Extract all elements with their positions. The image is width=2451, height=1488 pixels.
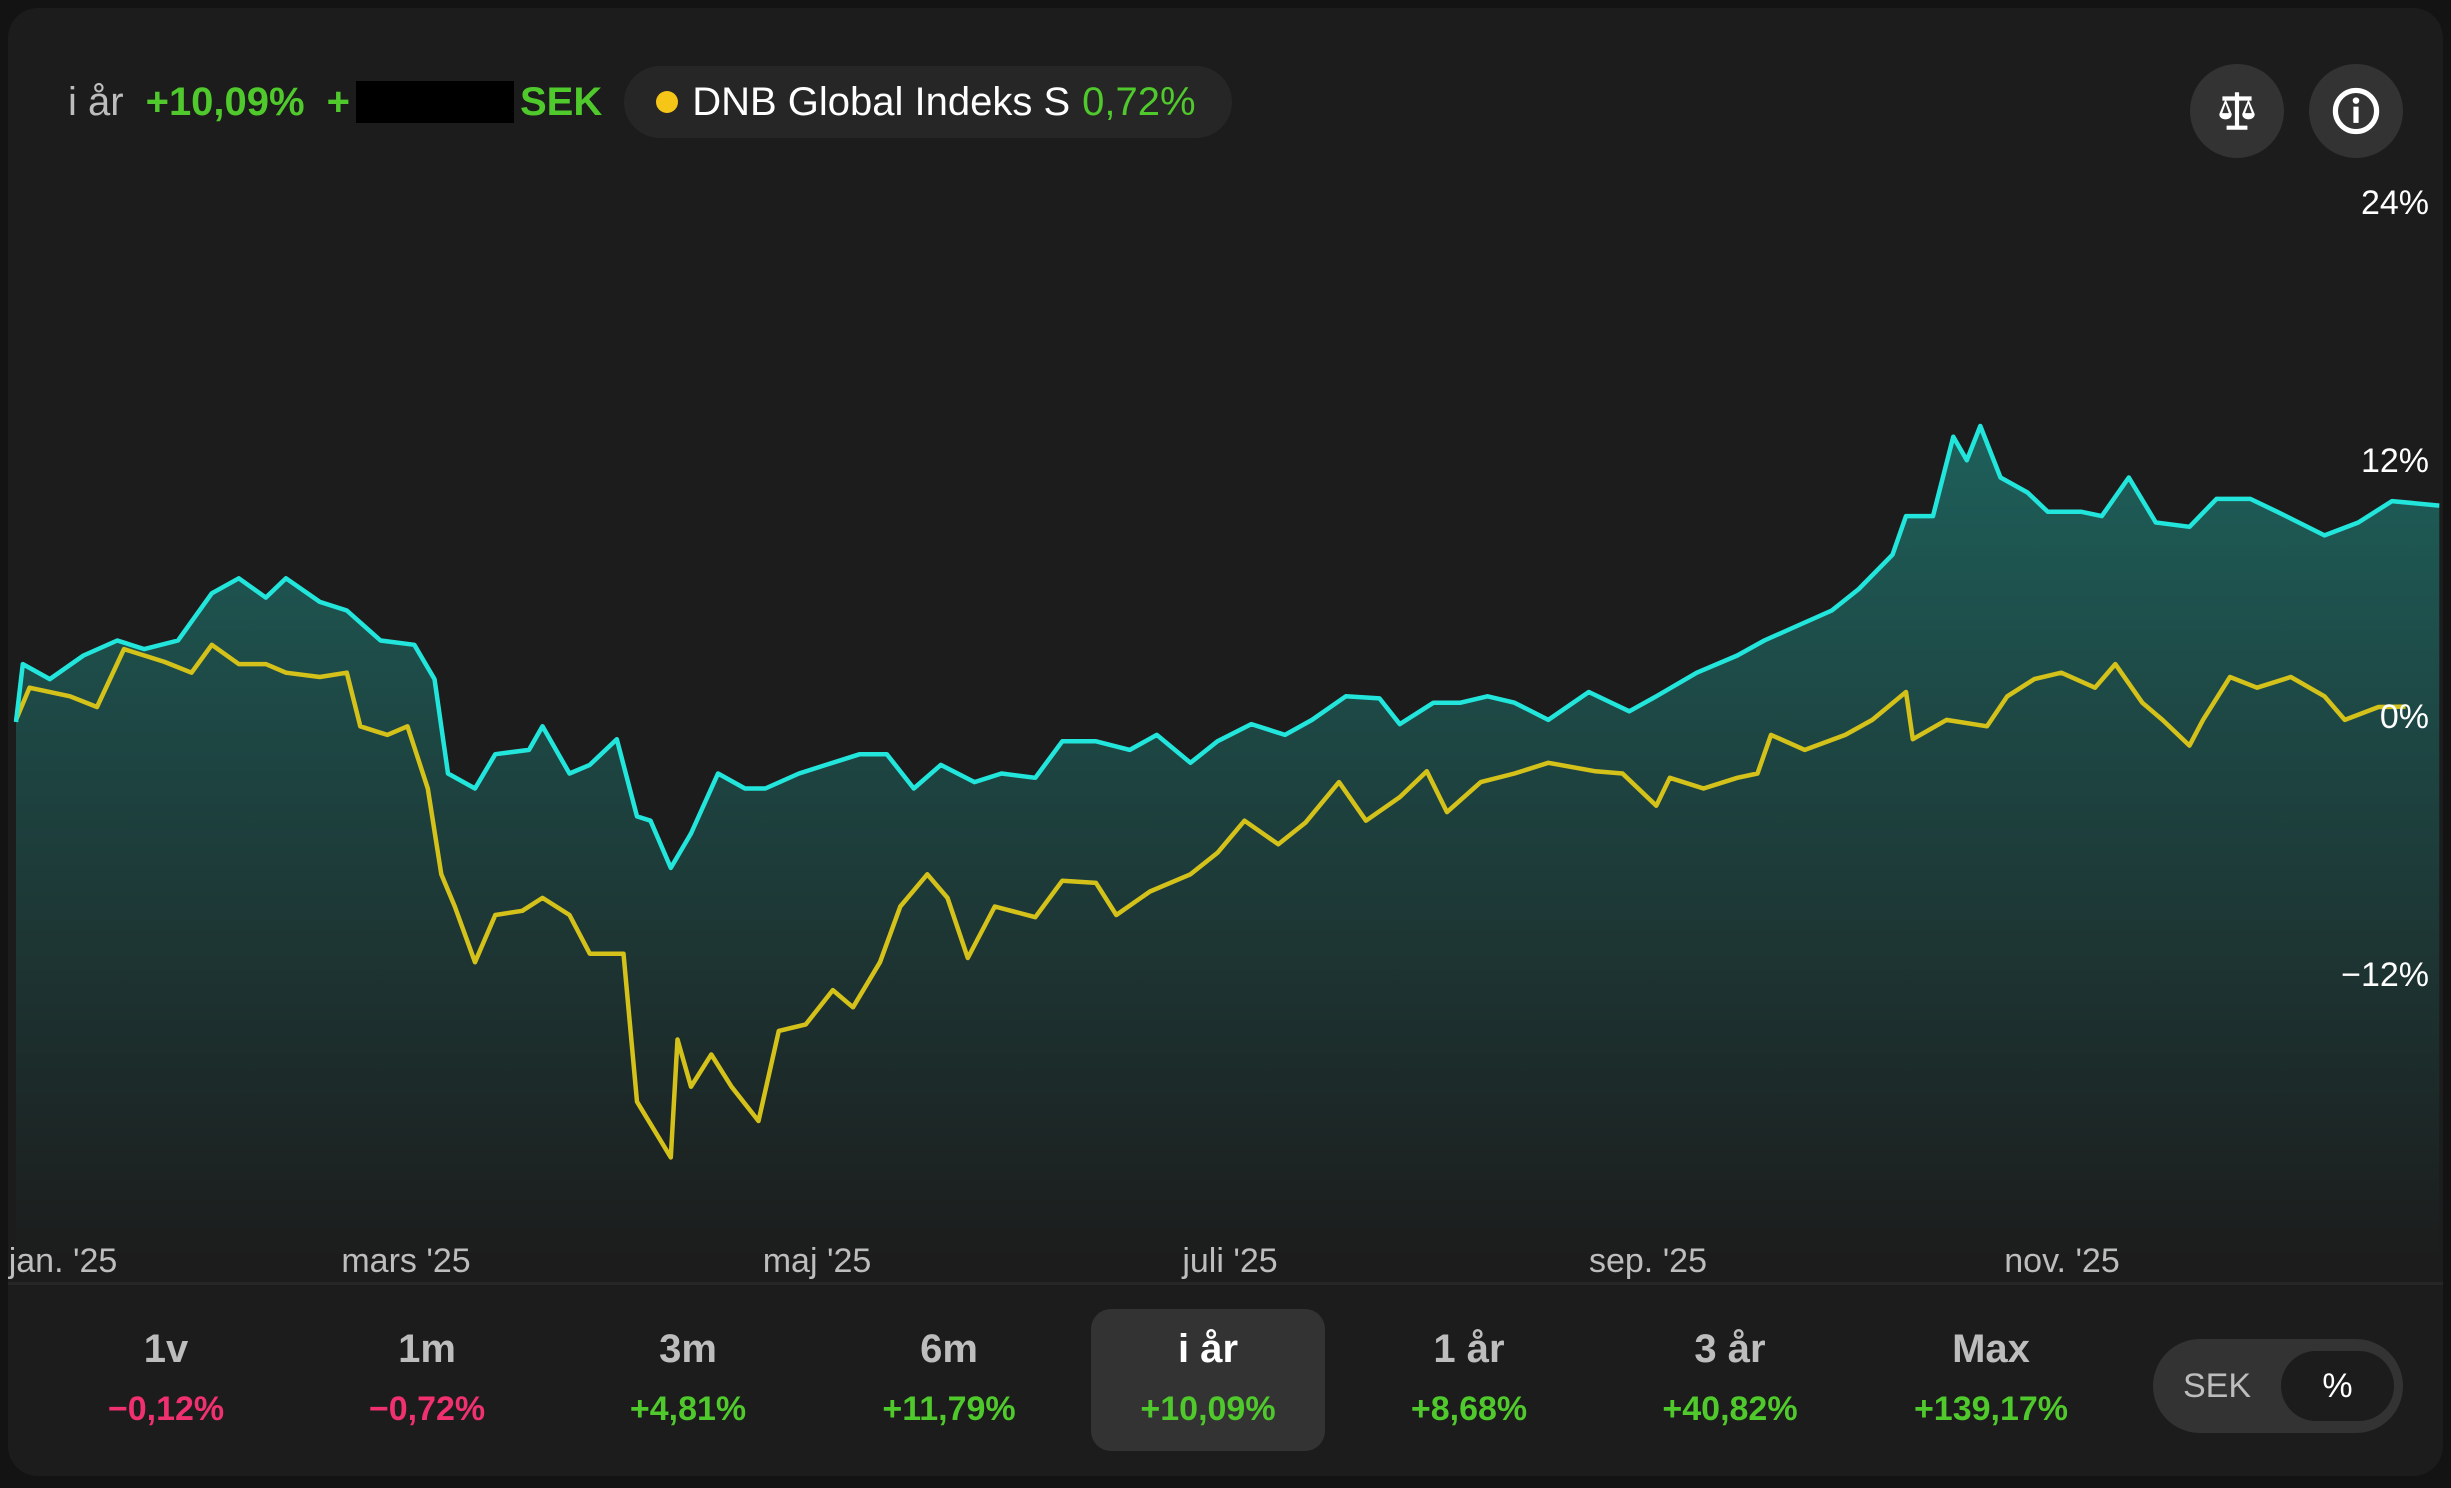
period-tab-6m[interactable]: 6m +11,79%	[832, 1309, 1066, 1451]
period-label: 1 år	[1433, 1327, 1505, 1371]
unit-option-percent[interactable]: %	[2281, 1351, 2394, 1421]
period-tab-3-år[interactable]: 3 år +40,82%	[1613, 1309, 1847, 1451]
y-tick-label: 12%	[2360, 442, 2429, 480]
x-tick-label: sep. '25	[1588, 1242, 1708, 1280]
period-label: 3m	[659, 1327, 717, 1371]
period-tab-3m[interactable]: 3m +4,81%	[571, 1309, 805, 1451]
redacted-amount	[355, 81, 514, 123]
period-tab-max[interactable]: Max +139,17%	[1874, 1309, 2108, 1451]
x-tick-label: nov. '25	[2004, 1242, 2120, 1280]
divider	[8, 1282, 2443, 1285]
info-icon	[2332, 87, 2380, 135]
x-tick-label: maj '25	[762, 1242, 872, 1280]
benchmark-chip[interactable]: DNB Global Indeks S 0,72%	[624, 66, 1232, 138]
period-change: +4,81%	[629, 1390, 747, 1428]
summary-header: i år +10,09% + SEK DNB Global Indeks S 0…	[68, 66, 1232, 138]
period-tab-1v[interactable]: 1v −0,12%	[49, 1309, 283, 1451]
period-change: −0,72%	[368, 1390, 486, 1428]
period-label: i år	[68, 79, 124, 124]
period-tab-1m[interactable]: 1m −0,72%	[310, 1309, 544, 1451]
unit-option-sek[interactable]: SEK	[2182, 1367, 2252, 1405]
performance-chart	[13, 423, 2440, 1262]
period-change: +40,82%	[1662, 1390, 1798, 1428]
period-change: +139,17%	[1913, 1390, 2069, 1428]
benchmark-series-line	[13, 642, 2406, 1160]
currency-label: SEK	[519, 79, 603, 124]
period-tab-i-år[interactable]: i år +10,09%	[1091, 1309, 1325, 1451]
period-label: 3 år	[1694, 1327, 1766, 1371]
period-label: 1v	[143, 1327, 189, 1371]
x-tick-label: juli '25	[1182, 1242, 1278, 1280]
unit-toggle[interactable]: SEK %	[2153, 1339, 2403, 1433]
info-button[interactable]	[2309, 64, 2403, 158]
period-change: +11,79%	[882, 1390, 1016, 1428]
period-change: +10,09%	[1140, 1390, 1276, 1428]
fund-series-line	[13, 423, 2440, 871]
y-tick-label: −12%	[2341, 956, 2429, 994]
x-tick-label: jan. '25	[8, 1242, 118, 1280]
period-label: Max	[1952, 1327, 2030, 1371]
compare-button[interactable]	[2190, 64, 2284, 158]
fund-performance-card: i år +10,09% + SEK DNB Global Indeks S 0…	[8, 8, 2443, 1476]
benchmark-dot-icon	[656, 91, 679, 113]
period-tab-1-år[interactable]: 1 år +8,68%	[1352, 1309, 1586, 1451]
y-tick-label: 24%	[2360, 184, 2429, 222]
period-label: i år	[1177, 1327, 1239, 1371]
x-tick-label: mars '25	[341, 1242, 471, 1280]
period-label: 1m	[398, 1327, 456, 1371]
benchmark-name: DNB Global Indeks S	[692, 79, 1071, 124]
change-percent: +10,09%	[145, 79, 305, 124]
period-change: +8,68%	[1410, 1390, 1528, 1428]
y-tick-label: 0%	[2379, 698, 2429, 736]
scale-balance-icon	[2219, 92, 2255, 130]
change-amount-prefix: +	[326, 79, 350, 124]
period-label: 6m	[920, 1327, 978, 1371]
period-change: −0,12%	[107, 1390, 225, 1428]
benchmark-change: 0,72%	[1082, 79, 1196, 124]
